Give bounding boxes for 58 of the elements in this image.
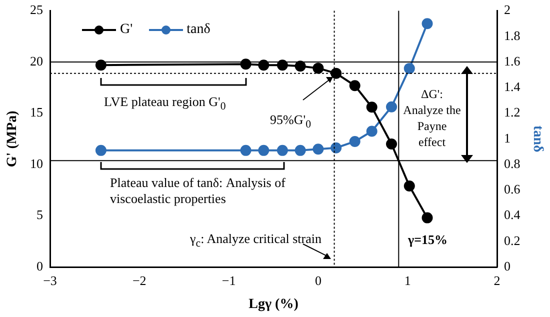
point xyxy=(404,180,415,192)
y2-tick-label: 1.2 xyxy=(504,104,520,120)
y-tick-label: 20 xyxy=(30,53,43,68)
y2-axis-title: tanδ xyxy=(530,126,545,152)
point xyxy=(330,68,342,79)
point xyxy=(95,144,106,156)
y2-tick-label: 2 xyxy=(504,2,510,18)
x-tick-label: −1 xyxy=(222,273,236,288)
annotation: γ$_{c}$: Analyze critical strain xyxy=(190,231,322,252)
point xyxy=(330,142,342,154)
point xyxy=(258,144,270,156)
y2-tick-label: 1.8 xyxy=(504,28,520,43)
point xyxy=(240,144,252,156)
x-tick-label: −2 xyxy=(132,273,146,288)
y-tick-label: 5 xyxy=(36,207,43,222)
point xyxy=(349,80,360,92)
legend-label: G' xyxy=(120,22,133,38)
point xyxy=(404,62,415,74)
point xyxy=(349,136,360,147)
point xyxy=(276,60,288,71)
legend-label: tanδ xyxy=(186,22,210,38)
y-tick-label: 0 xyxy=(36,258,43,274)
annotation: ΔG': Analyze the Payne effect xyxy=(403,86,461,150)
annotation: Plateau value of tanδ: Analysis of viscoelastic properties xyxy=(110,175,286,207)
point xyxy=(386,101,398,112)
y2-tick-label: 0.4 xyxy=(504,207,521,222)
x-axis-title: Lgγ (%) xyxy=(248,297,299,312)
y2-tick-label: 1.6 xyxy=(504,53,521,68)
annotation: γ=15% xyxy=(408,232,448,248)
y2-tick-label: 0.8 xyxy=(504,156,520,171)
point xyxy=(276,144,288,156)
y2-tick-label: 0 xyxy=(504,258,510,274)
point xyxy=(366,126,378,137)
point xyxy=(240,58,252,70)
y-tick-label: 25 xyxy=(30,2,43,18)
point xyxy=(294,60,306,72)
y-tick-label: 15 xyxy=(30,104,43,120)
x-tick-label: 1 xyxy=(404,273,411,288)
annotation: LVE plateau region G'$_{0}$ xyxy=(104,94,226,113)
y-axis-title: G' (MPa) xyxy=(5,110,20,168)
x-tick-label: 2 xyxy=(494,273,500,288)
point xyxy=(386,138,398,150)
point xyxy=(366,102,378,113)
point xyxy=(312,144,324,155)
point xyxy=(422,212,433,224)
point xyxy=(422,18,433,30)
y2-tick-label: 1 xyxy=(504,130,510,146)
point xyxy=(312,62,324,74)
point xyxy=(95,60,106,71)
point xyxy=(294,144,306,156)
y2-tick-label: 0.2 xyxy=(504,232,520,248)
y-tick-label: 10 xyxy=(30,156,43,171)
x-tick-label: −3 xyxy=(43,273,57,288)
annotation: 95%G'$_{0}$ xyxy=(270,112,312,133)
x-tick-label: 0 xyxy=(314,273,322,288)
y2-tick-label: 0.6 xyxy=(504,182,521,197)
y2-tick-label: 1.4 xyxy=(504,79,521,94)
point xyxy=(258,60,270,71)
